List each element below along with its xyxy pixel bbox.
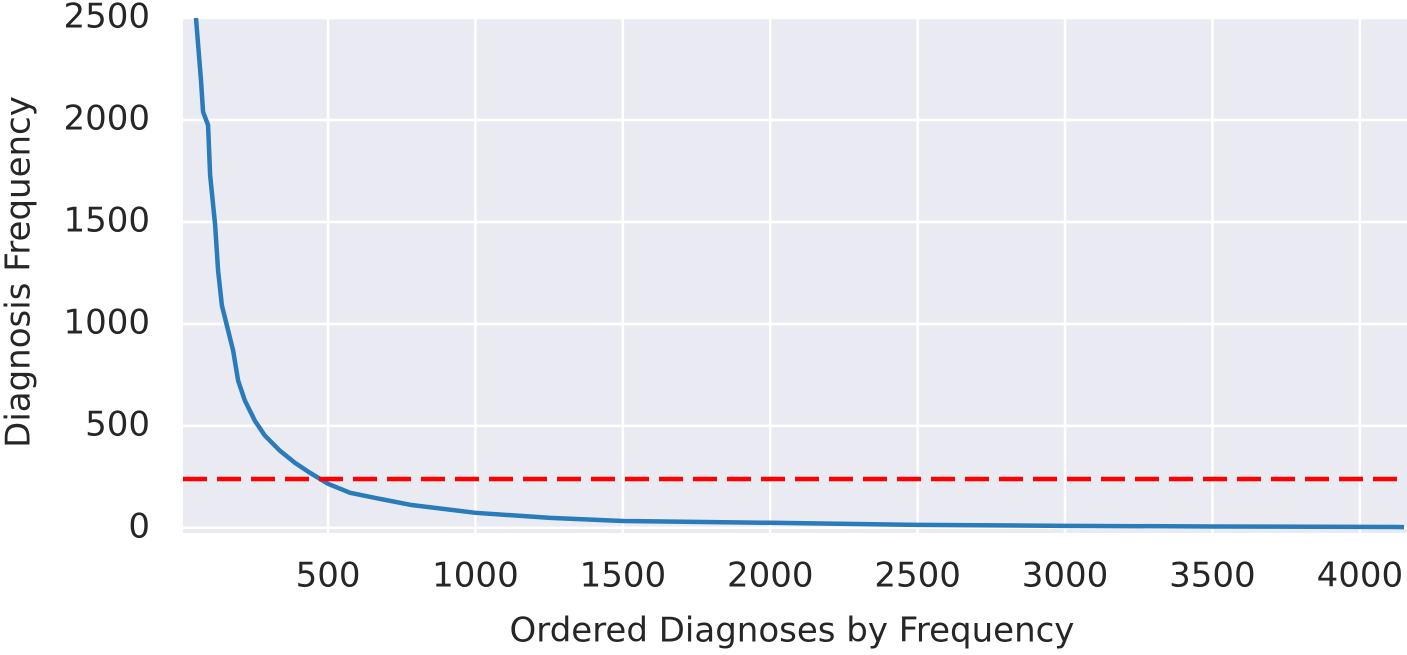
- x-tick-label: 3000: [1022, 556, 1109, 596]
- x-tick-label: 1500: [580, 556, 667, 596]
- y-tick-label: 2500: [63, 0, 150, 37]
- y-tick-label: 1000: [63, 302, 150, 342]
- x-tick-label: 500: [296, 556, 361, 596]
- y-tick-label: 500: [85, 404, 150, 444]
- y-axis-label: Diagnosis Frequency: [0, 96, 39, 448]
- y-tick-label: 1500: [63, 200, 150, 240]
- x-tick-label: 4000: [1317, 556, 1404, 596]
- plot-area: [183, 18, 1407, 533]
- x-axis-label: Ordered Diagnoses by Frequency: [510, 611, 1075, 651]
- x-tick-label: 2000: [727, 556, 814, 596]
- y-tick-label: 2000: [63, 98, 150, 138]
- x-tick-label: 2500: [874, 556, 961, 596]
- x-tick-label: 1000: [432, 556, 519, 596]
- y-tick-label: 0: [128, 506, 150, 546]
- x-tick-label: 3500: [1169, 556, 1256, 596]
- data-line: [193, 17, 1405, 530]
